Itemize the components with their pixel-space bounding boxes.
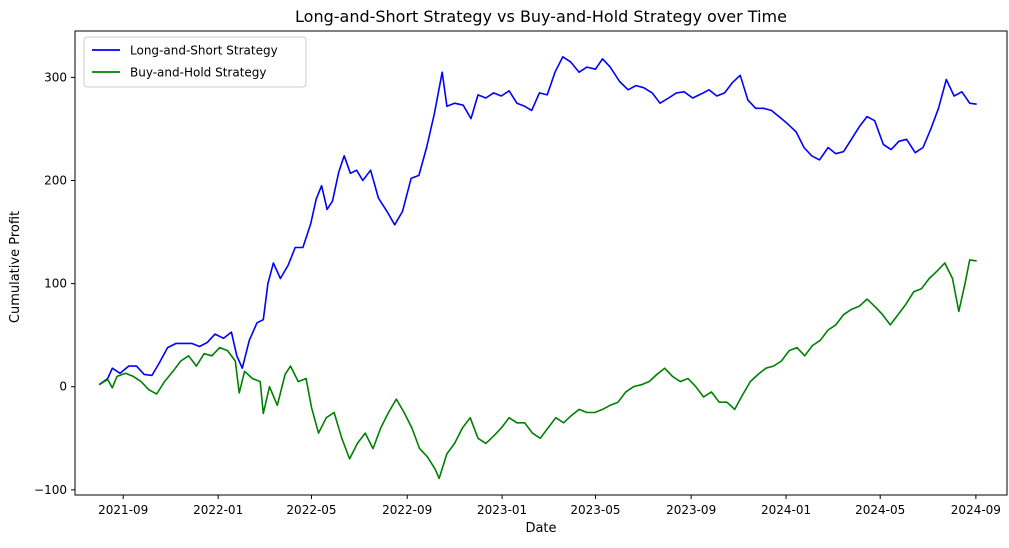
y-tick-label: −100	[34, 483, 67, 497]
x-tick-label: 2024-05	[855, 503, 905, 517]
y-tick-label: 0	[59, 380, 67, 394]
y-tick-label: 100	[44, 277, 67, 291]
x-tick-label: 2022-09	[382, 503, 432, 517]
y-axis: −100 0 100 200 300	[34, 70, 75, 497]
legend-box	[83, 36, 307, 88]
series-line-long-and-short	[98, 56, 977, 386]
plot-frame	[74, 30, 1008, 496]
x-tick-label: 2024-09	[951, 503, 1001, 517]
y-tick-label: 200	[44, 174, 67, 188]
y-axis-label: Cumulative Profit	[8, 211, 23, 323]
y-tick-label: 300	[44, 70, 67, 84]
x-tick-label: 2023-05	[570, 503, 620, 517]
series-layer	[98, 56, 977, 480]
legend: Long-and-Short Strategy Buy-and-Hold Stra…	[83, 36, 307, 88]
x-axis: 2021-09 2022-01 2022-05 2022-09 2023-01 2023-…	[98, 495, 1001, 517]
x-tick-label: 2024-01	[761, 503, 811, 517]
x-tick-label: 2022-01	[193, 503, 243, 517]
x-axis-label: Date	[525, 521, 556, 536]
x-tick-label: 2023-09	[666, 503, 716, 517]
x-tick-label: 2023-01	[477, 503, 527, 517]
chart-title: Long-and-Short Strategy vs Buy-and-Hold …	[295, 7, 787, 26]
x-tick-label: 2021-09	[98, 503, 148, 517]
legend-label: Buy-and-Hold Strategy	[130, 66, 267, 80]
series-line-buy-and-hold	[98, 259, 977, 480]
legend-label: Long-and-Short Strategy	[130, 44, 278, 58]
x-tick-label: 2022-05	[286, 503, 336, 517]
